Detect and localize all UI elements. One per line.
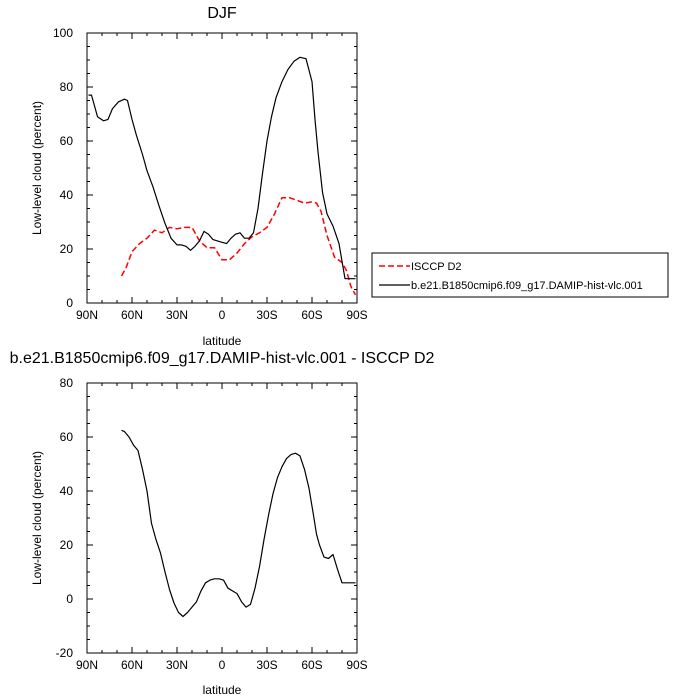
y-tick-label: 40 <box>60 484 74 498</box>
x-tick-label: 60S <box>301 658 322 672</box>
series-line-0 <box>121 429 356 618</box>
legend-label-model: b.e21.B1850cmip6.f09_g17.DAMIP-hist-vlc.… <box>411 280 643 292</box>
y-tick-label: 0 <box>66 296 73 310</box>
x-tick-label: 90S <box>346 308 367 322</box>
top-ylabel: Low-level cloud (percent) <box>30 101 44 235</box>
y-tick-label: 60 <box>60 134 74 148</box>
x-tick-label: 30S <box>256 308 277 322</box>
top-plot-area: 90N 60N 30N 0 30S 60S 90S 0 20 40 60 80 100 <box>53 26 368 322</box>
series-line-0 <box>120 196 357 296</box>
bottom-title: b.e21.B1850cmip6.f09_g17.DAMIP-hist-vlc.… <box>10 350 435 367</box>
legend-label-isccp: ISCCP D2 <box>411 261 462 273</box>
bottom-ylabel: Low-level cloud (percent) <box>30 451 44 585</box>
x-tick-label: 60N <box>121 308 143 322</box>
legend-box <box>371 252 669 298</box>
y-tick-label: 40 <box>60 188 74 202</box>
legend: ISCCP D2 b.e21.B1850cmip6.f09_g17.DAMIP-… <box>371 252 669 298</box>
x-tick-label: 90N <box>76 658 98 672</box>
y-tick-label: 100 <box>53 26 73 40</box>
y-tick-label: 20 <box>60 242 74 256</box>
x-tick-label: 30S <box>256 658 277 672</box>
plot-frame <box>86 382 358 654</box>
x-tick-label: 0 <box>219 658 226 672</box>
x-tick-label: 90N <box>76 308 98 322</box>
x-tick-label: 30N <box>166 658 188 672</box>
bottom-plot-area: 90N 60N 30N 0 30S 60S 90S -20 0 20 40 60 80 <box>56 376 368 672</box>
y-tick-label: 0 <box>66 592 73 606</box>
y-tick-label: 20 <box>60 538 74 552</box>
top-title: DJF <box>207 5 237 22</box>
y-tick-label: 80 <box>60 376 74 390</box>
x-tick-label: 90S <box>346 658 367 672</box>
bottom-xlabel: latitude <box>203 683 242 697</box>
y-tick-label: 80 <box>60 80 74 94</box>
bottom-panel: b.e21.B1850cmip6.f09_g17.DAMIP-hist-vlc.… <box>10 350 435 697</box>
x-tick-label: 30N <box>166 308 188 322</box>
x-tick-label: 60N <box>121 658 143 672</box>
x-tick-label: 0 <box>219 308 226 322</box>
top-panel: DJF 90N 60N 30N 0 30S 60S 90S 0 20 40 60 80 100 lati… <box>30 5 368 348</box>
y-tick-label: -20 <box>56 646 74 660</box>
x-tick-label: 60S <box>301 308 322 322</box>
top-xlabel: latitude <box>203 334 242 348</box>
y-tick-label: 60 <box>60 430 74 444</box>
series-line-1 <box>88 56 356 280</box>
